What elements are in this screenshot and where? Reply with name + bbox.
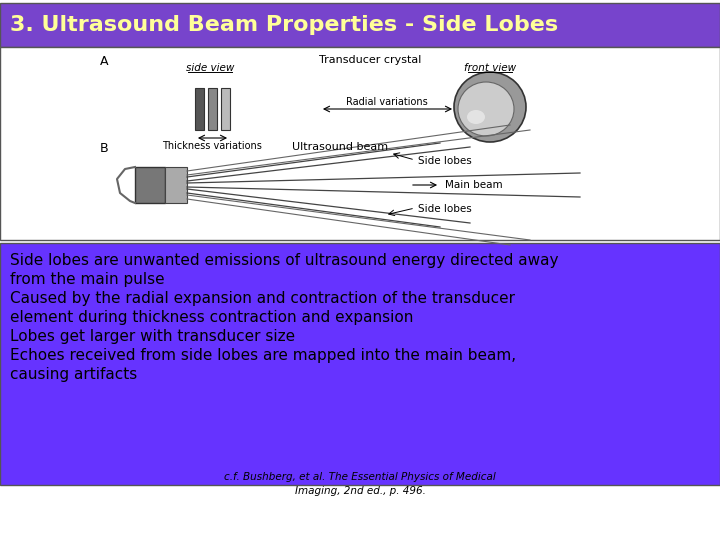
Bar <box>135 167 165 203</box>
Text: Transducer crystal: Transducer crystal <box>319 55 421 65</box>
Bar <box>221 88 230 130</box>
Text: Lobes get larger with transducer size: Lobes get larger with transducer size <box>10 329 295 344</box>
Text: Ultrasound beam: Ultrasound beam <box>292 142 388 152</box>
Bar <box>0 3 720 47</box>
Text: Imaging, 2nd ed., p. 496.: Imaging, 2nd ed., p. 496. <box>294 486 426 496</box>
Text: 3. Ultrasound Beam Properties - Side Lobes: 3. Ultrasound Beam Properties - Side Lob… <box>10 15 558 35</box>
Text: Caused by the radial expansion and contraction of the transducer: Caused by the radial expansion and contr… <box>10 291 515 306</box>
Bar <box>0 47 720 240</box>
Ellipse shape <box>454 72 526 142</box>
Bar <box>0 243 720 485</box>
Text: side view: side view <box>186 63 234 73</box>
Text: causing artifacts: causing artifacts <box>10 367 138 382</box>
Text: Thickness variations: Thickness variations <box>162 141 262 151</box>
Ellipse shape <box>458 82 514 136</box>
Bar <box>195 88 204 130</box>
Text: Side lobes: Side lobes <box>418 156 472 166</box>
Text: Side lobes: Side lobes <box>418 204 472 214</box>
Text: A: A <box>100 55 109 68</box>
Text: B: B <box>100 142 109 155</box>
Text: Side lobes are unwanted emissions of ultrasound energy directed away: Side lobes are unwanted emissions of ult… <box>10 253 559 268</box>
Text: Radial variations: Radial variations <box>346 97 428 107</box>
Bar <box>208 88 217 130</box>
Text: Main beam: Main beam <box>445 180 503 190</box>
Ellipse shape <box>467 110 485 124</box>
Text: element during thickness contraction and expansion: element during thickness contraction and… <box>10 310 413 325</box>
Text: from the main pulse: from the main pulse <box>10 272 165 287</box>
Text: c.f. Bushberg, et al. The Essential Physics of Medical: c.f. Bushberg, et al. The Essential Phys… <box>224 472 496 482</box>
Text: Echoes received from side lobes are mapped into the main beam,: Echoes received from side lobes are mapp… <box>10 348 516 363</box>
Bar <box>165 167 187 203</box>
Text: front view: front view <box>464 63 516 73</box>
